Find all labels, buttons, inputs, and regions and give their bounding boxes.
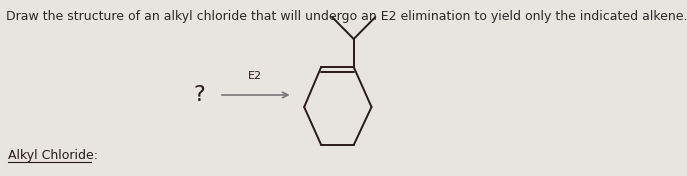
Text: Alkyl Chloride:: Alkyl Chloride: (8, 149, 98, 162)
Text: E2: E2 (249, 71, 262, 81)
Text: Draw the structure of an alkyl chloride that will undergo an E2 elimination to y: Draw the structure of an alkyl chloride … (6, 10, 687, 23)
Text: ?: ? (194, 85, 205, 105)
